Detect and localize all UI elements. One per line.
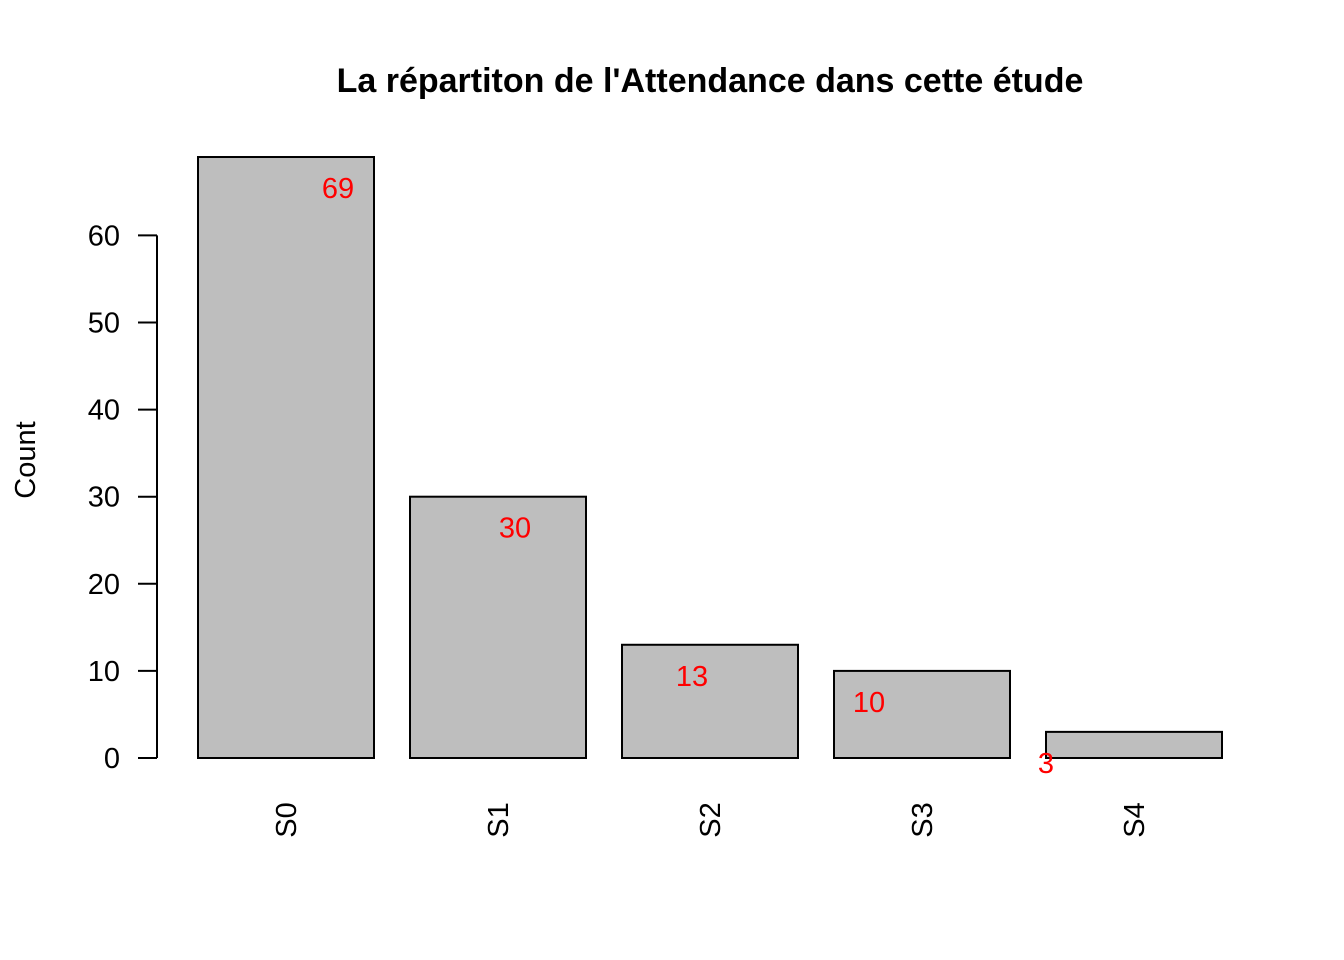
y-tick-label: 0 — [104, 743, 120, 775]
y-axis-label: Count — [10, 421, 42, 498]
bars — [197, 156, 1223, 760]
chart-title: La répartiton de l'Attendance dans cette… — [337, 62, 1084, 100]
category-label: S0 — [271, 802, 303, 837]
bar-s1 — [409, 495, 587, 759]
data-label: 30 — [499, 513, 531, 545]
category-label: S4 — [1119, 802, 1151, 837]
data-labels: 69 30 13 10 3 — [322, 173, 1054, 780]
category-label: S3 — [907, 802, 939, 837]
data-label: 13 — [676, 661, 708, 693]
bar-s3 — [833, 669, 1011, 760]
bar-s4 — [1045, 730, 1223, 759]
data-label: 69 — [322, 173, 354, 205]
category-labels: S0 S1 S2 S3 S4 — [271, 802, 1151, 837]
category-label: S2 — [695, 802, 727, 837]
y-axis: 0 10 20 30 40 50 60 — [88, 220, 158, 775]
bar-s0 — [197, 156, 375, 759]
y-tick-label: 40 — [88, 395, 120, 427]
y-tick-label: 20 — [88, 569, 120, 601]
category-label: S1 — [483, 802, 515, 837]
data-label: 3 — [1038, 748, 1054, 780]
bar-s2 — [621, 643, 799, 760]
data-label: 10 — [853, 687, 885, 719]
y-tick-label: 10 — [88, 656, 120, 688]
y-tick-label: 60 — [88, 220, 120, 252]
y-tick-label: 30 — [88, 482, 120, 514]
y-tick-label: 50 — [88, 308, 120, 340]
